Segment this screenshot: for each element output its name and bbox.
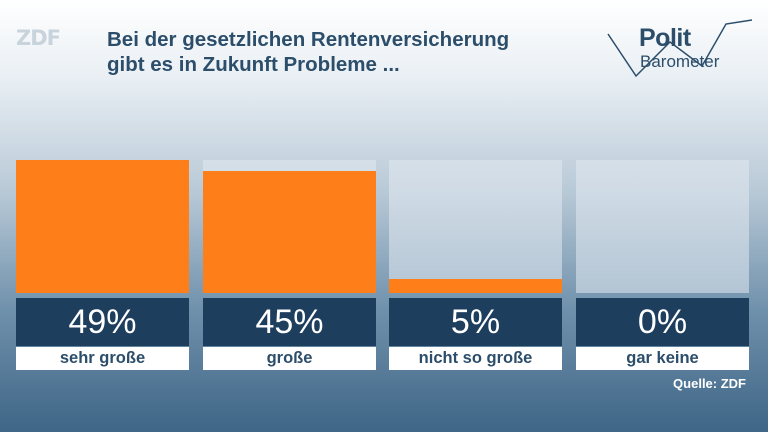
category-label: sehr große <box>16 347 189 370</box>
brand-word-polit: Polit <box>639 24 691 52</box>
bar-track <box>16 160 189 293</box>
category-label: große <box>203 347 376 370</box>
bar-track <box>576 160 749 293</box>
value-label: 0% <box>576 298 749 346</box>
title-line-2: gibt es in Zukunft Probleme ... <box>107 53 400 76</box>
value-label: 49% <box>16 298 189 346</box>
zdf-logo: ZDF <box>16 26 61 50</box>
bar-track <box>389 160 562 293</box>
zigzag-line-icon <box>607 19 753 78</box>
title-line-1: Bei der gesetzlichen Rentenversicherung <box>107 28 510 51</box>
bar-track <box>203 160 376 293</box>
value-label: 45% <box>203 298 376 346</box>
brand-word-barometer: Barometer <box>640 52 720 71</box>
politbarometer-logo: Polit Barometer <box>606 14 754 86</box>
bar-fill <box>203 171 376 293</box>
source-note: Quelle: ZDF <box>673 376 746 391</box>
bar-fill <box>389 279 562 293</box>
bar-column-gar-keine: 0% gar keine <box>576 160 749 370</box>
category-label: nicht so große <box>389 347 562 370</box>
bar-column-sehr-grosse: 49% sehr große <box>16 160 189 370</box>
bar-column-nicht-so-grosse: 5% nicht so große <box>389 160 562 370</box>
bar-column-grosse: 45% große <box>203 160 376 370</box>
value-label: 5% <box>389 298 562 346</box>
category-label: gar keine <box>576 347 749 370</box>
chart-title: Bei der gesetzlichen Rentenversicherung … <box>107 27 567 77</box>
bar-fill <box>16 160 189 293</box>
